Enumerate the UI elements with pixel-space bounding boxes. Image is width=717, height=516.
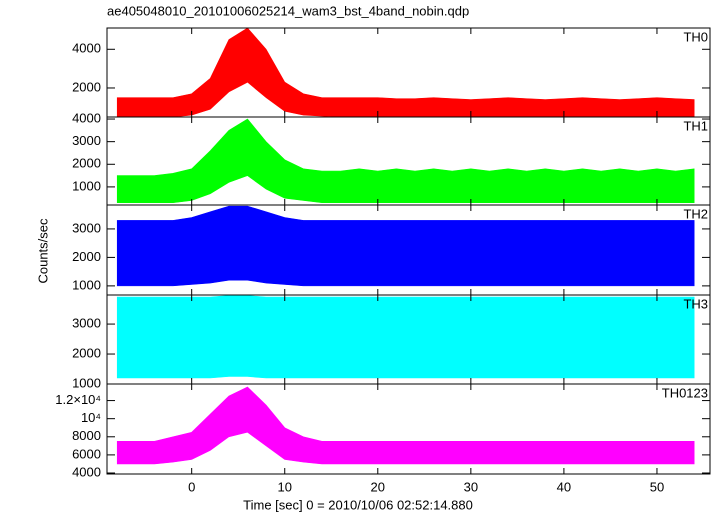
x-tick-label: 40 — [557, 479, 571, 494]
panel-frame — [106, 383, 711, 475]
x-tick-label: 50 — [650, 479, 664, 494]
y-tick-label: 4000 — [72, 41, 101, 56]
x-axis-label: Time [sec] 0 = 2010/10/06 02:52:14.880 — [243, 497, 473, 512]
chart-title: ae405048010_20101006025214_wam3_bst_4ban… — [107, 3, 469, 18]
y-tick-label: 2000 — [72, 156, 101, 171]
y-tick-label: 3000 — [72, 220, 101, 235]
y-tick-label: 1000 — [72, 277, 101, 292]
y-tick-label: 2000 — [72, 249, 101, 264]
light-curve-band — [116, 205, 695, 287]
panel-label: TH3 — [683, 296, 708, 311]
y-tick-label: 4000 — [72, 464, 101, 479]
light-curve-band — [116, 27, 695, 118]
x-tick-label: 10 — [278, 479, 292, 494]
y-tick-label: 3000 — [72, 316, 101, 331]
panel-label: TH0 — [683, 29, 708, 44]
y-tick-label: 3000 — [72, 133, 101, 148]
y-tick-label: 2000 — [72, 79, 101, 94]
y-tick-label: 2000 — [72, 345, 101, 360]
y-tick-label: 6000 — [72, 446, 101, 461]
x-tick-label: 0 — [188, 479, 195, 494]
y-tick-label: 1000 — [72, 178, 101, 193]
x-tick-label: 30 — [464, 479, 478, 494]
panel-label: TH2 — [683, 206, 708, 221]
y-axis-label: Counts/sec — [35, 218, 50, 284]
panel-label: TH1 — [683, 118, 708, 133]
y-tick-label: 4000 — [72, 110, 101, 125]
y-tick-label: 8000 — [72, 428, 101, 443]
y-tick-label: 1.2×10⁴ — [55, 392, 101, 407]
x-tick-label: 20 — [371, 479, 385, 494]
light-curve-band — [116, 295, 695, 379]
y-tick-label: 10⁴ — [81, 410, 101, 425]
panel-label: TH0123 — [662, 385, 708, 400]
light-curve-band — [116, 386, 695, 465]
light-curve-band — [116, 118, 695, 204]
y-tick-label: 1000 — [72, 375, 101, 390]
